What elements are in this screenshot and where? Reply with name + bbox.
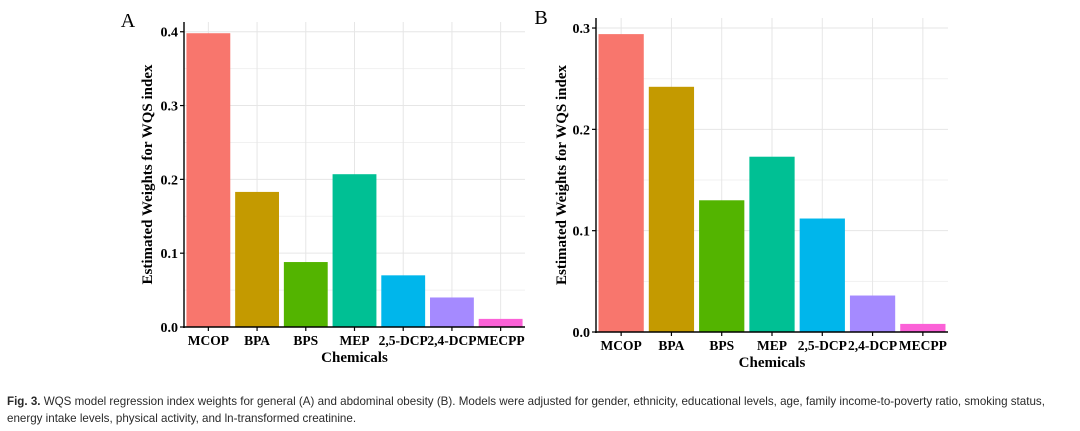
chart-panel-a: 0.0 0.1 0.2 0.3 0.4 MCOP BPA BPS MEP 2,5-DCP 2,4-D… bbox=[121, 10, 525, 366]
y-axis-title: Estimated Weights for WQS index bbox=[140, 64, 156, 285]
panel-label: B bbox=[534, 7, 547, 29]
bar-bpa bbox=[648, 86, 695, 332]
y-tick-label: 0.0 bbox=[161, 321, 179, 336]
x-tick-label: 2,4-DCP bbox=[848, 338, 897, 353]
x-tick-label: BPS bbox=[293, 333, 318, 348]
bar-2-5-dcp bbox=[799, 218, 845, 332]
y-tick-label: 0.4 bbox=[161, 26, 179, 41]
bar-mcop bbox=[186, 33, 231, 327]
x-tick-label: MCOP bbox=[188, 333, 229, 348]
bar-mep bbox=[749, 156, 795, 332]
x-axis-title: Chemicals bbox=[321, 350, 388, 366]
y-tick-label: 0.0 bbox=[573, 326, 591, 341]
y-tick-label: 0.1 bbox=[161, 247, 179, 262]
bar-bps bbox=[283, 262, 328, 327]
bar-mep bbox=[332, 174, 377, 327]
panel-label: A bbox=[121, 10, 136, 32]
chart-panel-b: 0.0 0.1 0.2 0.3 MCOP BPA BPS MEP 2,5-DCP 2,4-DCP M… bbox=[534, 7, 948, 371]
y-tick-label: 0.1 bbox=[573, 225, 591, 240]
x-tick-label: MECPP bbox=[477, 333, 525, 348]
y-tick-label: 0.2 bbox=[573, 123, 591, 138]
caption-text: WQS model regression index weights for g… bbox=[7, 395, 1045, 425]
caption-label: Fig. 3. bbox=[7, 395, 41, 408]
bar-2-5-dcp bbox=[381, 275, 426, 327]
x-tick-label: MCOP bbox=[601, 338, 642, 353]
bar-mecpp bbox=[900, 323, 946, 332]
y-tick-label: 0.3 bbox=[161, 100, 179, 115]
x-tick-label: BPA bbox=[244, 333, 270, 348]
bar-mecpp bbox=[478, 318, 523, 327]
bar-bpa bbox=[235, 191, 279, 327]
bar-bps bbox=[699, 200, 745, 332]
y-tick-label: 0.2 bbox=[161, 173, 179, 188]
x-tick-label: MECPP bbox=[899, 338, 947, 353]
x-tick-label: BPA bbox=[658, 338, 684, 353]
x-tick-label: BPS bbox=[709, 338, 734, 353]
x-tick-label: MEP bbox=[340, 333, 370, 348]
bar-2-4-dcp bbox=[430, 297, 474, 327]
y-tick-label: 0.3 bbox=[573, 22, 591, 37]
y-axis-title: Estimated Weights for WQS index bbox=[554, 64, 570, 285]
x-tick-label: 2,5-DCP bbox=[798, 338, 847, 353]
x-tick-label: 2,4-DCP bbox=[427, 333, 476, 348]
bar-2-4-dcp bbox=[849, 295, 896, 332]
figure-caption: Fig. 3. WQS model regression index weigh… bbox=[7, 393, 1073, 427]
x-tick-label: 2,5-DCP bbox=[379, 333, 428, 348]
x-axis-title: Chemicals bbox=[739, 355, 806, 371]
bar-mcop bbox=[598, 34, 644, 333]
x-tick-label: MEP bbox=[757, 338, 787, 353]
